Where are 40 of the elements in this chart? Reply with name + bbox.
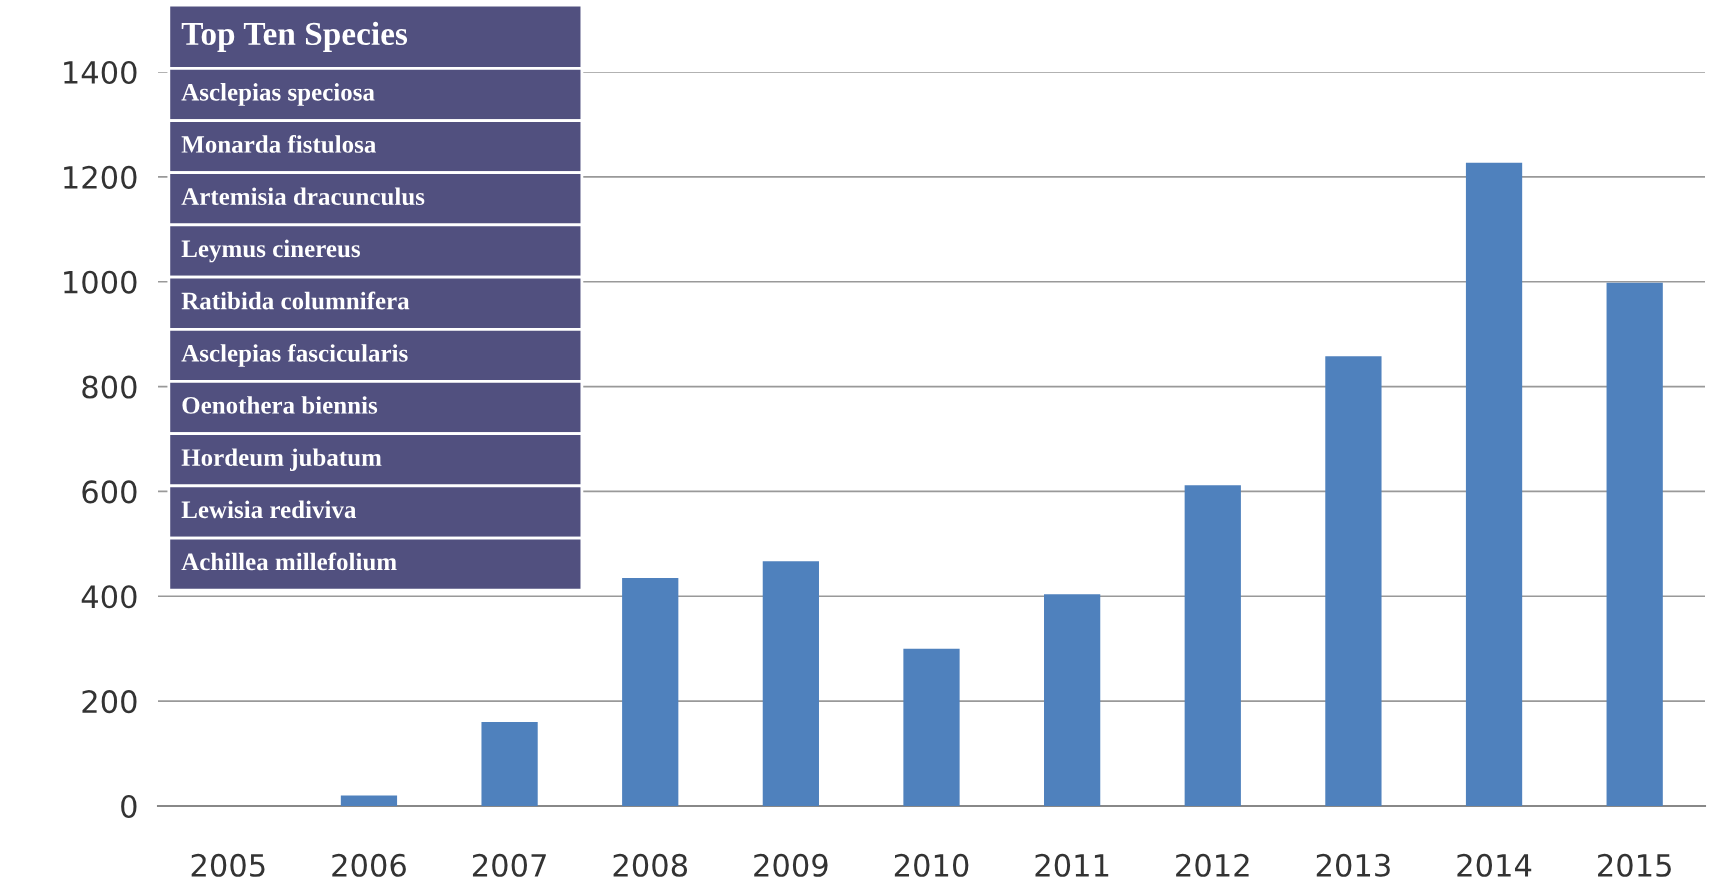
x-tick-label: 2013: [1316, 853, 1390, 877]
annotation: Asclepias fascicularis: [181, 343, 408, 367]
bar: [1606, 282, 1663, 806]
bar: [481, 722, 538, 806]
y-tick-label: 1400: [64, 60, 137, 85]
x-tick-label: 2010: [894, 853, 969, 877]
annotation: Achillea millefolium: [181, 552, 397, 571]
bar: [1325, 356, 1382, 806]
y-tick-label: 200: [82, 690, 137, 714]
y-tick-label: 1200: [64, 165, 137, 189]
bar: [1184, 485, 1241, 806]
bar: [622, 577, 679, 806]
bar: [762, 561, 819, 806]
annotation: Asclepias speciosa: [181, 83, 375, 106]
bar: [1465, 162, 1523, 806]
x-tick-label: 2008: [613, 853, 688, 877]
x-tick-label: 2005: [191, 853, 265, 877]
bar: [1044, 594, 1101, 806]
x-tick-label: 2012: [1176, 853, 1249, 877]
x-tick-label: 2011: [1035, 853, 1109, 877]
x-tick-label: 2006: [332, 853, 406, 877]
bar: [340, 795, 398, 806]
x-tick-label: 2015: [1598, 853, 1671, 877]
annotation: Ratibida columnifera: [181, 291, 410, 310]
annotation: Leymus cinereus: [181, 239, 360, 263]
bar: [903, 648, 960, 806]
y-tick-label: 800: [82, 375, 137, 399]
y-tick-label: 600: [82, 480, 137, 504]
y-tick-label: 1000: [64, 270, 137, 294]
annotation: Artemisia dracunculus: [181, 187, 425, 206]
annotation: Oenothera biennis: [182, 396, 378, 414]
x-tick-label: 2007: [472, 853, 546, 877]
x-tick-label: 2009: [754, 853, 828, 877]
x-tick-label: 2014: [1457, 853, 1532, 877]
annotation: Hordeum jubatum: [181, 448, 382, 472]
chart-title: Top Ten Species: [181, 21, 408, 52]
annotation: Monarda fistulosa: [181, 135, 376, 153]
annotation: Lewisia rediviva: [181, 500, 357, 519]
y-tick-label: 400: [81, 585, 137, 609]
y-tick-label: 0: [121, 794, 137, 819]
